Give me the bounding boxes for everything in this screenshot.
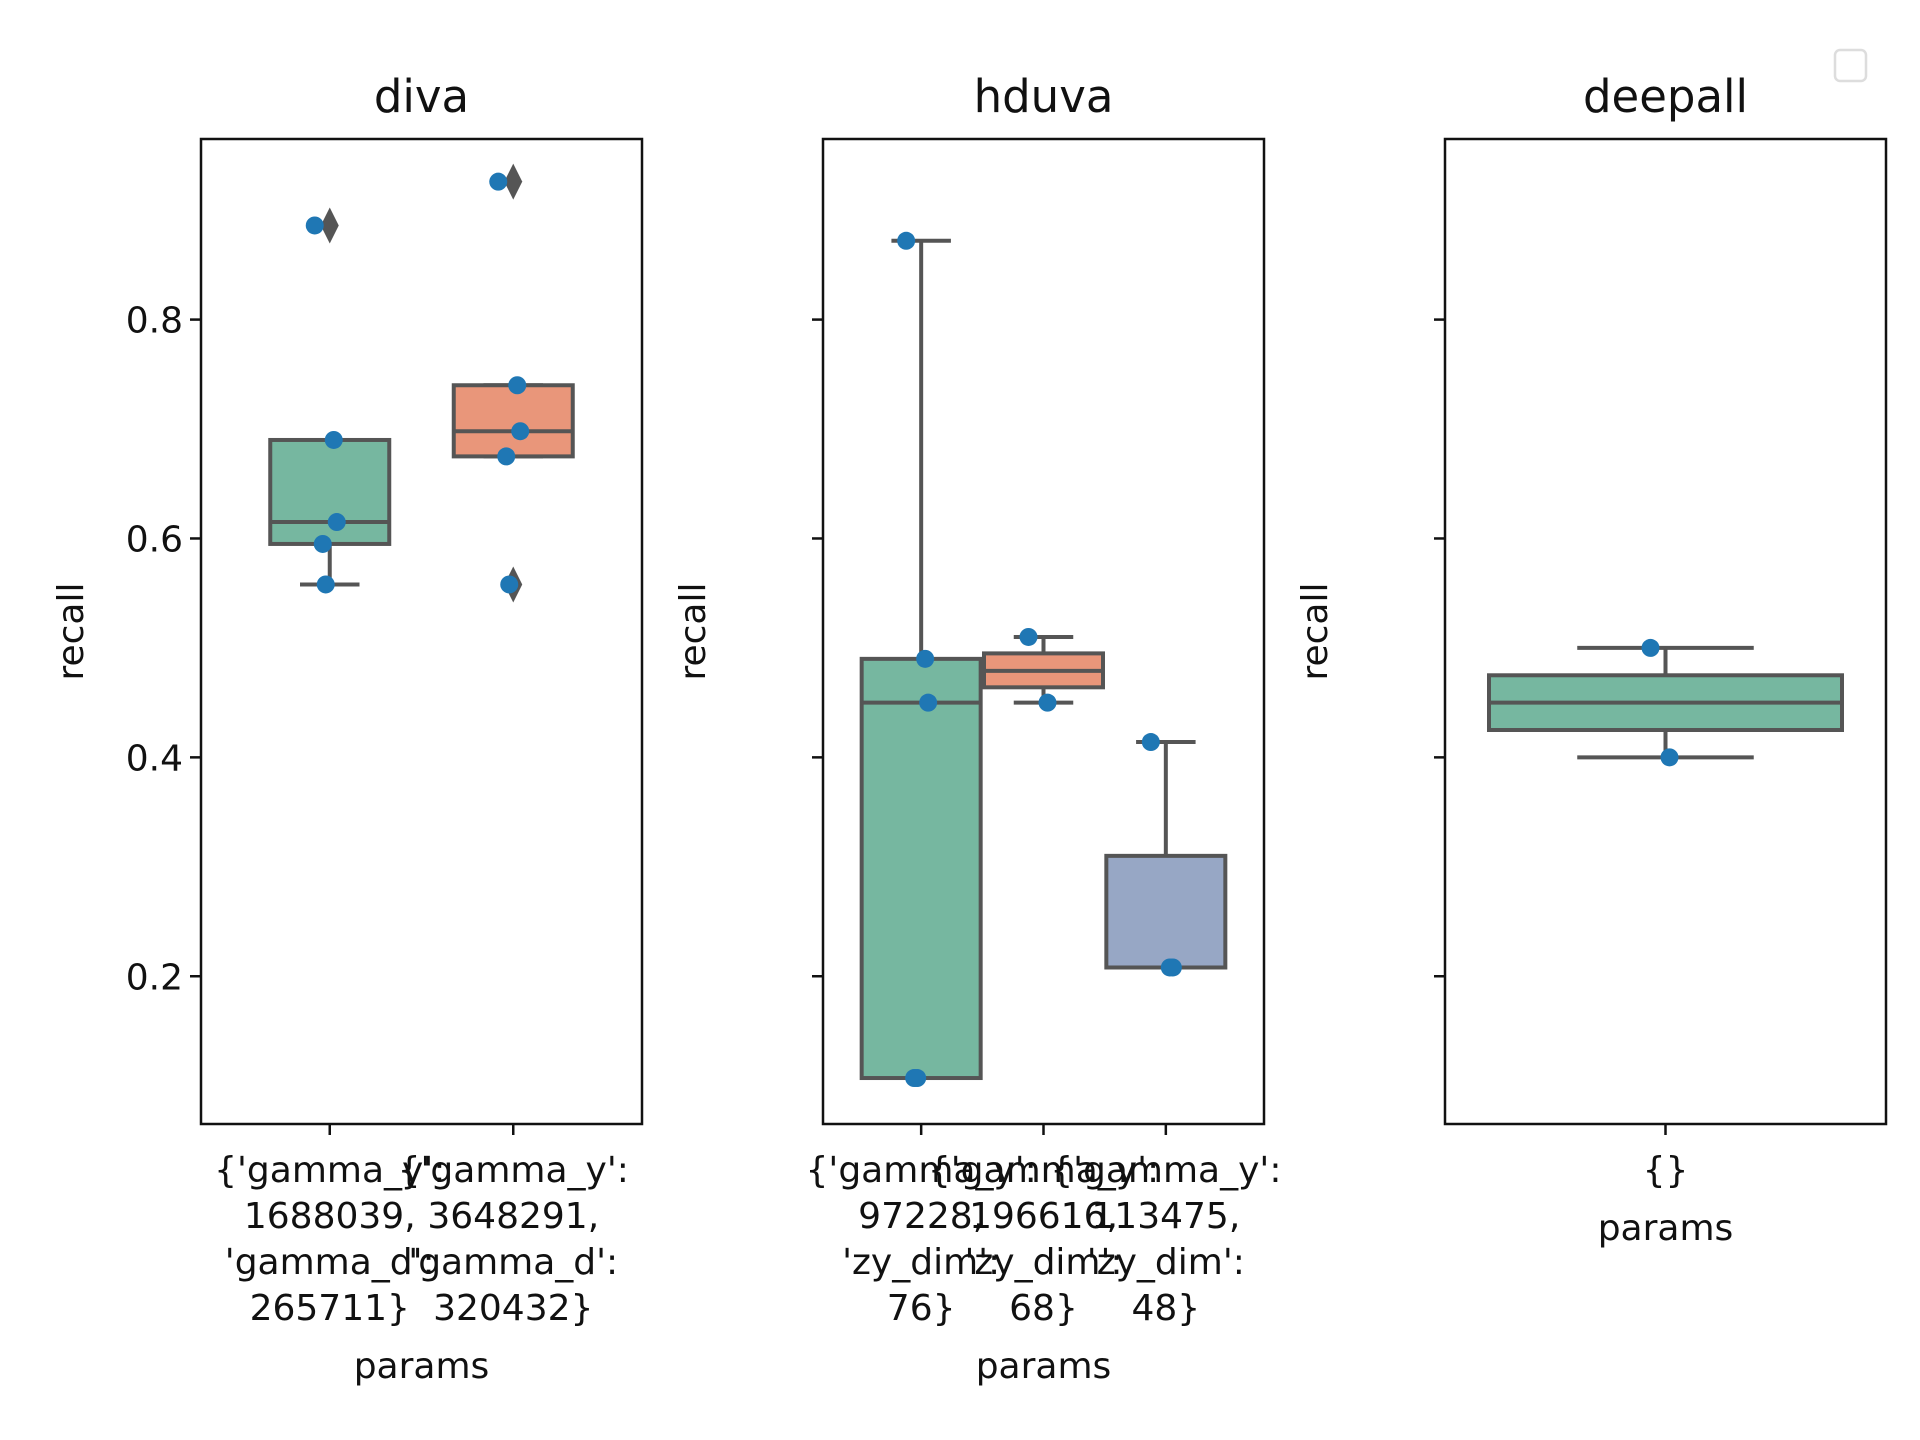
x-tick-label-line: 265711} [250, 1288, 410, 1329]
x-axis-label: params [1598, 1208, 1734, 1249]
y-tick-label: 0.6 [126, 519, 183, 560]
x-tick-label: {} [1643, 1150, 1689, 1191]
plot-frame [199, 137, 644, 1126]
x-tick-label-line: 'zy_dim': [842, 1242, 1000, 1283]
x-tick-label-line: 'zy_dim': [964, 1242, 1122, 1283]
y-axis-label: recall [51, 582, 92, 680]
y-axis-label: recall [1295, 582, 1336, 680]
data-point [1038, 693, 1057, 712]
x-tick-label-line: 97228, [858, 1196, 984, 1237]
x-tick-label-line: 113475, [1091, 1196, 1240, 1237]
data-point [313, 534, 332, 553]
outlier-marker [320, 207, 339, 244]
box [268, 437, 392, 546]
x-tick-label-line: 76} [887, 1288, 956, 1329]
x-tick-label-line: 'gamma_d': [225, 1242, 435, 1283]
x-tick-label-line: 48} [1131, 1288, 1200, 1329]
data-point [500, 575, 519, 594]
data-point [497, 447, 516, 466]
panel-title: deepall [1583, 70, 1748, 123]
x-tick-label-line: 'gamma_d': [408, 1242, 618, 1283]
x-axis-label: params [976, 1346, 1112, 1387]
panel-title: hduva [974, 70, 1114, 123]
data-point [1163, 958, 1182, 977]
x-tick-label-line: 1688039, [244, 1196, 416, 1237]
x-tick-label-line: {} [1643, 1150, 1689, 1191]
data-point [327, 513, 346, 532]
x-tick-label-line: {'gamma_y': [806, 1150, 1037, 1191]
data-point [908, 1069, 927, 1088]
y-axis-label: recall [673, 582, 714, 680]
x-tick-label: {'gamma_y': 3648291, 'gamma_d': 320432} [398, 1150, 629, 1329]
panel-diva: diva 0.2 0.4 0.6 0.8 recall {'gamma_y': 1688039… [51, 70, 644, 1387]
data-point [324, 430, 343, 449]
panels: diva 0.2 0.4 0.6 0.8 recall {'gamma_y': 1688039… [51, 70, 1888, 1387]
data-point [1660, 748, 1679, 767]
legend-box [1833, 48, 1868, 83]
data-point [1641, 638, 1660, 657]
box [1104, 853, 1228, 970]
x-tick-label-line: 68} [1009, 1288, 1078, 1329]
x-tick-label-line: 'zy_dim': [1087, 1242, 1245, 1283]
x-axis-label: params [354, 1346, 490, 1387]
x-tick-label-line: {'gamma_y': [928, 1150, 1159, 1191]
plot-frame [821, 137, 1266, 1126]
x-tick-label-line: {'gamma_y': [1050, 1150, 1281, 1191]
data-point [489, 172, 508, 191]
x-tick-label-line: 3648291, [427, 1196, 599, 1237]
y-tick-label: 0.2 [126, 957, 183, 998]
data-point [1019, 627, 1038, 646]
box [859, 656, 983, 1081]
panel-deepall: deepall recall {} params [1295, 70, 1888, 1249]
panel-title: diva [374, 70, 469, 123]
x-tick-label: {'gamma_y': 1688039, 'gamma_d': 265711} [214, 1150, 445, 1329]
data-point [919, 693, 938, 712]
outlier-marker [504, 163, 523, 200]
x-tick-label: {'gamma_y': 196616, 'zy_dim': 68} [928, 1150, 1159, 1329]
y-tick-label: 0.8 [126, 301, 183, 342]
data-point [916, 649, 935, 668]
data-point [1141, 733, 1160, 752]
data-point [897, 231, 916, 250]
data-point [508, 376, 527, 395]
data-point [316, 575, 335, 594]
x-tick-label-line: {'gamma_y': [214, 1150, 445, 1191]
x-tick-label: {'gamma_y': 113475, 'zy_dim': 48} [1050, 1150, 1281, 1329]
data-point [305, 216, 324, 235]
data-point [511, 422, 530, 441]
x-tick-label-line: 320432} [433, 1288, 593, 1329]
plot-frame [1443, 137, 1888, 1126]
box [451, 383, 575, 459]
x-tick-label-line: {'gamma_y': [398, 1150, 629, 1191]
x-tick-label: {'gamma_y': 97228, 'zy_dim': 76} [806, 1150, 1037, 1329]
y-tick-label: 0.4 [126, 738, 183, 779]
x-tick-label-line: 196616, [969, 1196, 1118, 1237]
